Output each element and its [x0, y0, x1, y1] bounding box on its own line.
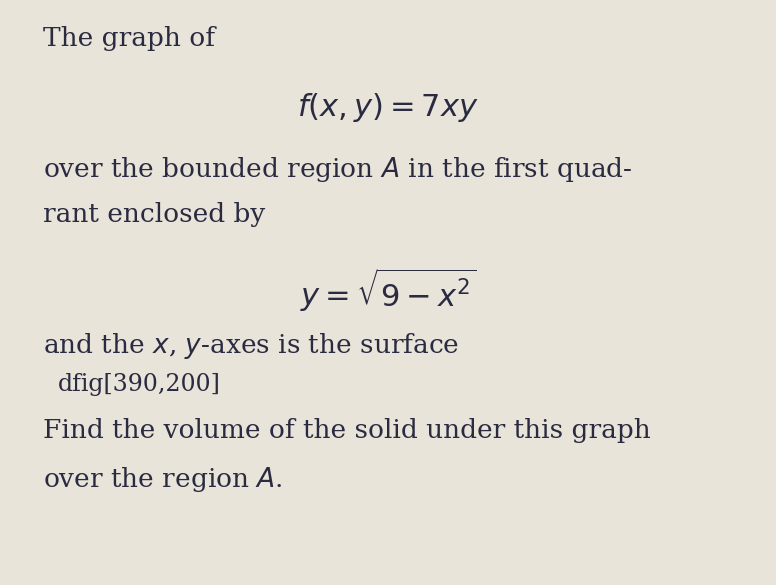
Text: $f(x,y) = 7xy$: $f(x,y) = 7xy$: [297, 91, 479, 123]
Text: over the region $A$.: over the region $A$.: [43, 465, 282, 494]
Text: rant enclosed by: rant enclosed by: [43, 202, 265, 227]
Text: dfig[390,200]: dfig[390,200]: [58, 373, 221, 396]
Text: $y = \sqrt{9 - x^2}$: $y = \sqrt{9 - x^2}$: [300, 266, 476, 314]
Text: The graph of: The graph of: [43, 26, 215, 51]
Text: Find the volume of the solid under this graph: Find the volume of the solid under this …: [43, 418, 650, 443]
Text: and the $x$, $y$-axes is the surface: and the $x$, $y$-axes is the surface: [43, 331, 459, 360]
Text: over the bounded region $A$ in the first quad-: over the bounded region $A$ in the first…: [43, 155, 632, 184]
